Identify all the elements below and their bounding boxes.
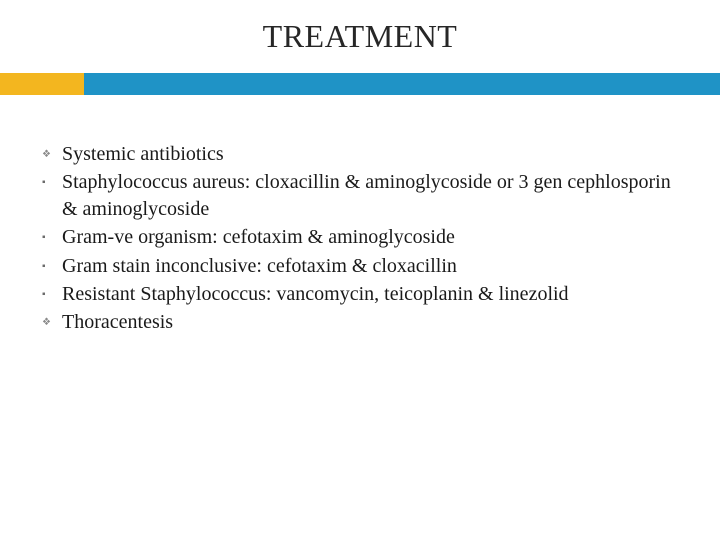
square-bullet-icon (42, 224, 62, 245)
accent-bar-right (84, 73, 720, 95)
title-area: TREATMENT (0, 0, 720, 73)
list-item: Staphylococcus aureus: cloxacillin & ami… (42, 169, 686, 222)
list-item: Thoracentesis (42, 309, 686, 335)
list-item-text: Systemic antibiotics (62, 141, 224, 167)
square-bullet-icon (42, 281, 62, 302)
list-item-text: Gram stain inconclusive: cefotaxim & clo… (62, 253, 457, 279)
list-item: Gram stain inconclusive: cefotaxim & clo… (42, 253, 686, 279)
list-item-text: Thoracentesis (62, 309, 173, 335)
list-item: Resistant Staphylococcus: vancomycin, te… (42, 281, 686, 307)
list-item: Systemic antibiotics (42, 141, 686, 167)
diamond-bullet-icon (42, 141, 62, 162)
accent-bar-left (0, 73, 84, 95)
list-item-text: Staphylococcus aureus: cloxacillin & ami… (62, 169, 686, 222)
list-item-text: Gram-ve organism: cefotaxim & aminoglyco… (62, 224, 455, 250)
square-bullet-icon (42, 169, 62, 190)
diamond-bullet-icon (42, 309, 62, 330)
square-bullet-icon (42, 253, 62, 274)
list-item: Gram-ve organism: cefotaxim & aminoglyco… (42, 224, 686, 250)
list-item-text: Resistant Staphylococcus: vancomycin, te… (62, 281, 569, 307)
content-list: Systemic antibiotics Staphylococcus aure… (0, 95, 720, 336)
slide-title: TREATMENT (0, 18, 720, 55)
accent-bar (0, 73, 720, 95)
